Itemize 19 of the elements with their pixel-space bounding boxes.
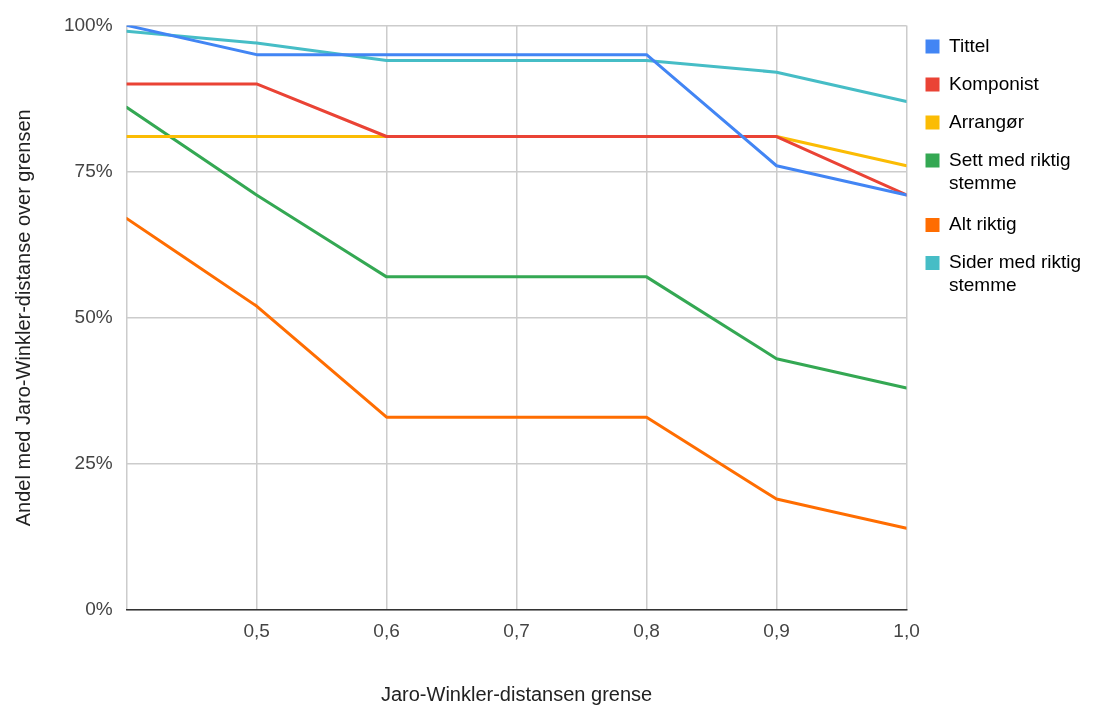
x-tick-label: 0,5 [243, 619, 270, 641]
x-tick-label: 0,9 [763, 619, 790, 641]
x-tick-label: 0,6 [373, 619, 400, 641]
y-tick-label: 100% [63, 13, 113, 35]
x-tick-label: 1,0 [893, 619, 920, 641]
y-tick-label: 0% [85, 598, 113, 620]
legend-label: Alt riktig [949, 213, 1017, 235]
x-axis-title: Jaro-Winkler-distansen grense [380, 682, 653, 705]
legend-label: Sider med riktig stemme [949, 251, 1082, 296]
x-tick-label: 0,7 [503, 619, 530, 641]
legend-label: Arrangør [949, 110, 1025, 132]
y-tick-label: 75% [74, 159, 113, 181]
legend-label: Komponist [949, 72, 1040, 94]
x-tick-label: 0,8 [633, 619, 660, 641]
legend-label: Tittel [949, 34, 990, 56]
y-tick-label: 25% [74, 452, 113, 474]
y-axis-title: Andel med Jaro-Winkler-distanse over grensen [11, 109, 34, 527]
legend-label: Sett med riktig stemme [949, 148, 1071, 193]
y-tick-label: 50% [74, 306, 113, 328]
